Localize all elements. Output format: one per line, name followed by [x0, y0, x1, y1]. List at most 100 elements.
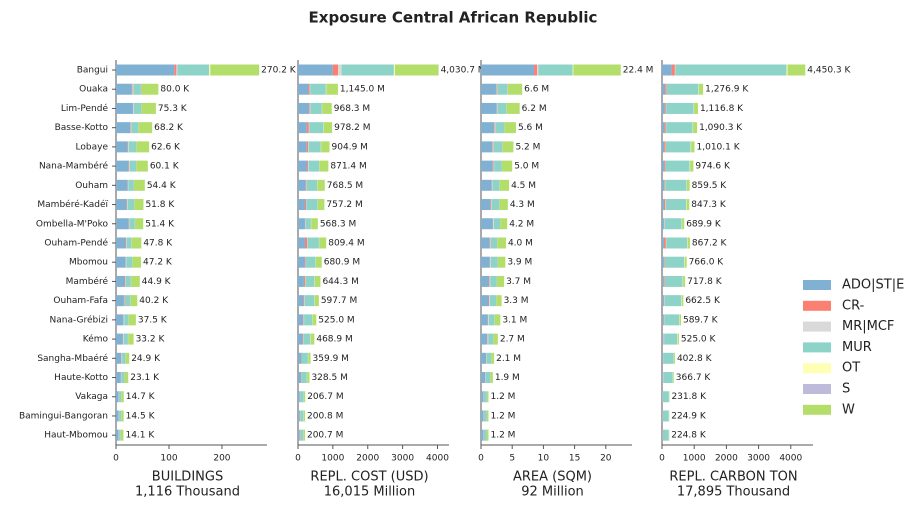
- bar-segment: [664, 141, 666, 153]
- bar-segment: [124, 314, 129, 326]
- bar-segment: [119, 391, 122, 403]
- bar-segment: [298, 372, 302, 384]
- bar-segment: [304, 199, 307, 211]
- bar-segment: [116, 218, 129, 230]
- bar-segment: [496, 102, 498, 114]
- y-tick-label: Lim-Pendé: [61, 103, 109, 114]
- bar-segment: [299, 429, 301, 441]
- y-tick-label: Sangha-Mbaéré: [37, 353, 108, 364]
- bar-segment: [496, 295, 502, 307]
- bar-segment: [116, 295, 124, 307]
- value-label: 328.5 M: [311, 373, 347, 383]
- bar-segment: [298, 122, 307, 134]
- x-axis-subtitle: 1,116 Thousand: [135, 485, 240, 500]
- bar-segment: [663, 237, 666, 249]
- bar-segment: [481, 102, 497, 114]
- value-label: 525.0 M: [318, 315, 354, 325]
- bar-segment: [124, 275, 126, 287]
- y-tick-label: Mambéré-Kadéï: [37, 199, 108, 210]
- bar-segment: [662, 295, 664, 307]
- value-label: 5.2 M: [515, 142, 540, 152]
- bar-segment: [210, 64, 260, 76]
- bar-segment: [491, 179, 493, 191]
- bar-segment: [131, 237, 142, 249]
- bar-segment: [504, 122, 516, 134]
- bar-segment: [489, 237, 491, 249]
- bar-segment: [307, 237, 319, 249]
- value-label: 597.7 M: [321, 296, 357, 306]
- value-label: 978.2 M: [334, 123, 370, 133]
- bar-segment: [125, 237, 127, 249]
- bar-segment: [298, 275, 304, 287]
- bar-segment: [130, 122, 132, 134]
- bar-segment: [134, 179, 145, 191]
- bar-segment: [489, 275, 491, 287]
- value-label: 5.0 M: [514, 162, 539, 172]
- bar-segment: [664, 333, 678, 345]
- value-label: 589.7 K: [683, 315, 719, 325]
- bar-segment: [129, 160, 137, 172]
- bar-segment: [116, 391, 119, 403]
- bar-segment: [671, 64, 675, 76]
- bar-segment: [116, 372, 121, 384]
- value-label: 680.9 M: [324, 258, 360, 268]
- y-tick-label: Mbomou: [69, 258, 108, 268]
- bar-segment: [126, 237, 127, 249]
- bar-segment: [493, 218, 494, 230]
- bar-segment: [116, 275, 125, 287]
- bar-segment: [573, 64, 621, 76]
- value-label: 768.5 M: [327, 181, 363, 191]
- value-label: 644.3 M: [322, 277, 358, 287]
- bar-segment: [176, 64, 178, 76]
- legend-label: ADO|ST|E: [842, 278, 904, 293]
- bar-segment: [493, 333, 498, 345]
- x-tick-label: 1000: [683, 454, 706, 464]
- bar-segment: [491, 352, 495, 364]
- bar-segment: [675, 64, 787, 76]
- value-label: 847.3 K: [691, 200, 727, 210]
- value-label: 54.4 K: [147, 181, 177, 191]
- bar-segment: [125, 275, 126, 287]
- bar-segment: [481, 83, 496, 95]
- bar-segment: [662, 256, 664, 268]
- x-tick-label: 2000: [715, 454, 738, 464]
- y-tick-label: Ouham: [75, 181, 108, 191]
- bar-segment: [119, 410, 122, 422]
- bar-segment: [663, 275, 665, 287]
- legend-swatch: [803, 342, 831, 353]
- value-label: 22.4 M: [623, 66, 654, 76]
- value-label: 23.1 K: [130, 373, 160, 383]
- bar-segment: [481, 218, 493, 230]
- bar-segment: [492, 141, 493, 153]
- bar-segment: [665, 199, 687, 211]
- bar-segment: [481, 160, 493, 172]
- value-label: 402.8 K: [677, 354, 713, 364]
- bar-segment: [125, 275, 131, 287]
- bar-segment: [116, 102, 133, 114]
- bar-segment: [298, 256, 305, 268]
- bar-segment: [304, 295, 315, 307]
- bar-segment: [489, 275, 490, 287]
- bar-segment: [177, 64, 210, 76]
- x-axis-label: AREA (SQM): [513, 470, 592, 485]
- bar-segment: [307, 372, 310, 384]
- bar-segment: [507, 83, 508, 95]
- bar-segment: [323, 122, 333, 134]
- bar-segment: [310, 83, 326, 95]
- bar-segment: [666, 237, 688, 249]
- value-label: 75.3 K: [158, 104, 188, 114]
- y-tick-label: Bangui: [77, 66, 108, 76]
- bar-segment: [500, 218, 508, 230]
- bar-segment: [481, 333, 488, 345]
- bar-segment: [490, 372, 493, 384]
- bar-segment: [492, 160, 494, 172]
- bar-segment: [663, 429, 669, 441]
- bar-segment: [341, 64, 394, 76]
- value-label: 44.9 K: [142, 277, 172, 287]
- x-tick-label: 10: [538, 454, 550, 464]
- bar-segment: [314, 295, 319, 307]
- bar-segment: [174, 64, 177, 76]
- bar-segment: [309, 102, 310, 114]
- bar-segment: [317, 199, 325, 211]
- value-label: 14.7 K: [126, 392, 156, 402]
